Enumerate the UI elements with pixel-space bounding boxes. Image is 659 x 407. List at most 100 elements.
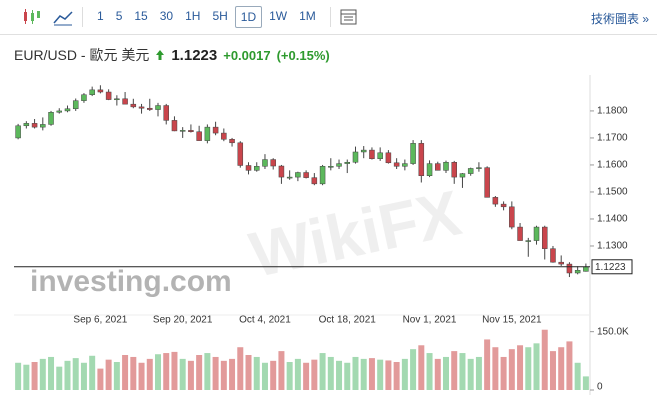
volume-bar [574,362,581,390]
volume-bar [451,351,458,390]
candle-body [583,266,589,272]
volume-bar [294,358,301,390]
volume-bar [336,360,343,390]
instrument-title: EUR/USD - 歐元 美元 [14,47,150,63]
candle-body [533,226,540,241]
candle-body [204,126,211,141]
volume-bar [368,358,375,390]
volume-bar [113,362,120,390]
x-tick-label: Oct 18, 2021 [319,315,377,326]
interval-list: 1 5 15 30 1H 5H 1D 1W 1M [91,6,322,28]
volume-bar [163,353,170,390]
candle-body [122,98,128,105]
candle-body [550,248,556,263]
candle-body [410,143,416,164]
volume-bar [475,356,482,390]
volume-bar [344,362,351,390]
volume-bar [97,368,104,390]
interval-button[interactable]: 15 [134,9,148,23]
candle-body [286,176,293,179]
interval-button[interactable]: 1D [234,6,263,28]
volume-bar [15,362,22,390]
candle-body [435,163,441,171]
volume-bar [237,347,244,390]
candle-body [97,89,104,93]
volume-bar [72,358,79,390]
volume-bar [64,360,71,390]
volume-bar [171,351,178,390]
separator [329,7,331,27]
candle-body [147,107,153,110]
candle-icon[interactable] [20,7,42,27]
candle-body [336,163,342,167]
candle-body [426,163,433,177]
candle-body [64,108,71,112]
volume-bar [533,343,540,390]
candle-body [369,149,375,159]
y-tick-label: 1.1400 [597,214,628,225]
candle-body [344,161,351,164]
price: 1.1223 [171,46,218,64]
candle-body [262,159,268,167]
candle-body [56,110,63,113]
y-tick-label: 1.1500 [597,187,628,198]
volume-bar [56,366,63,390]
volume-bar [418,345,425,390]
candle-body [525,240,532,242]
wikifx-watermark: WikiFX [244,176,467,291]
candle-body [352,151,359,163]
volume-bar [484,339,491,390]
quote-header: EUR/USD - 歐元 美元 1.1223 +0.0017 (+0.15%) [14,45,330,65]
candle-body [500,203,507,208]
candle-body [48,112,54,125]
candle-body [40,124,46,128]
candle-body [155,105,161,110]
volume-bar [558,347,565,390]
x-tick-label: Nov 1, 2021 [403,315,457,326]
tech-chart-link[interactable]: 技術圖表 » [590,12,649,26]
volume-bar [229,358,236,390]
volume-bar [138,362,145,390]
interval-button[interactable]: 30 [159,9,174,23]
candle-body [138,106,145,109]
volume-bar [566,341,573,390]
volume-bar [401,358,408,390]
candle-body [574,270,581,274]
candle-body [517,226,523,241]
volume-bar [31,362,38,390]
volume-bar [393,362,400,390]
interval-button[interactable]: 1 [97,9,104,23]
candle-body [171,120,178,132]
volume-bar [204,353,211,390]
interval-button[interactable]: 1W [269,9,288,23]
candle-body [31,123,38,128]
interval-button[interactable]: 1H [185,9,201,23]
volume-bar [319,353,326,390]
volume-bar [467,358,474,390]
volume-tick-label: 150.0K [597,326,629,337]
interval-button[interactable]: 5H [212,9,228,23]
interval-button[interactable]: 1M [299,9,316,23]
volume-bar [385,360,392,390]
candle-body [443,161,449,171]
last-price-tag [591,259,633,275]
candle-body [15,125,21,139]
table-icon[interactable] [339,8,359,26]
volume-bar [187,360,194,390]
volume-bar [253,356,260,390]
x-tick-label: Sep 20, 2021 [153,315,213,326]
candle-body [196,131,202,141]
up-arrow [156,50,165,60]
candle-body [221,132,227,140]
volume-bar [517,345,524,390]
investing-watermark: investing.com [30,265,232,298]
line-icon[interactable] [52,7,74,27]
x-tick-label: Nov 15, 2021 [482,315,542,326]
volume-bar [286,362,293,390]
candle-body [509,206,515,228]
y-tick-label: 1.1300 [597,241,628,252]
interval-button[interactable]: 5 [115,9,123,23]
candle-body [237,142,244,166]
last-price-label: 1.1223 [595,262,626,273]
candle-body [360,149,367,153]
